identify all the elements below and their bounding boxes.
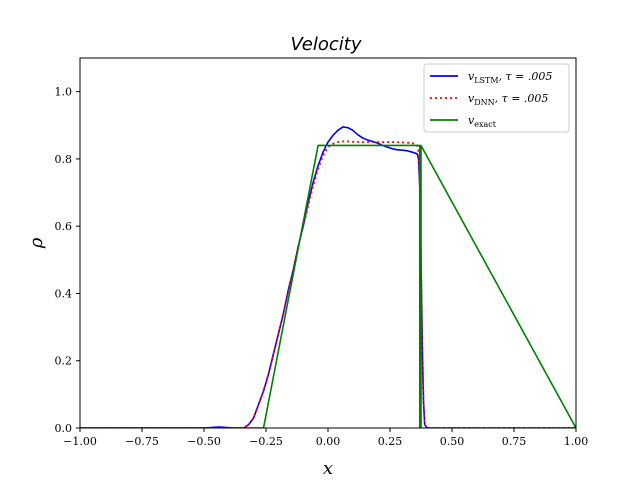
x-tick-label: −1.00	[63, 435, 97, 448]
y-tick-label: 0.8	[55, 153, 73, 166]
series-line-dnn	[80, 140, 576, 428]
legend-label-exact: vexact	[468, 114, 497, 129]
x-tick-label: −0.50	[187, 435, 221, 448]
chart-title: Velocity	[291, 34, 362, 55]
legend-label-lstm: vLSTM, τ = .005	[468, 70, 552, 85]
plot-area	[80, 126, 576, 428]
y-tick-label: 0.6	[55, 220, 73, 233]
x-tick-label: 0.00	[316, 435, 341, 448]
x-tick-label: 0.50	[440, 435, 465, 448]
legend-label-dnn: vDNN, τ = .005	[468, 92, 548, 107]
y-tick-label: 0.0	[55, 422, 73, 435]
x-tick-label: 0.25	[378, 435, 403, 448]
x-tick-label: 1.00	[564, 435, 589, 448]
y-tick-label: 0.2	[55, 355, 73, 368]
legend: vLSTM, τ = .005 vDNN, τ = .005 vexact	[423, 63, 570, 133]
series-line-lstm	[80, 126, 576, 428]
x-axis-ticks: −1.00 −0.75 −0.50 −0.25 0.00 0.25 0.50 0.75 1.00	[63, 428, 588, 448]
x-tick-label: −0.25	[249, 435, 283, 448]
y-tick-label: 0.4	[55, 287, 73, 300]
x-tick-label: 0.75	[502, 435, 527, 448]
y-tick-label: 1.0	[55, 86, 73, 99]
y-axis-title: ρ	[26, 237, 47, 249]
y-axis-ticks: 0.0 0.2 0.4 0.6 0.8 1.0	[55, 86, 80, 435]
x-axis-title: x	[323, 458, 333, 479]
series-line-exact	[80, 144, 576, 428]
legend-box	[423, 63, 570, 133]
x-tick-label: −0.75	[125, 435, 159, 448]
